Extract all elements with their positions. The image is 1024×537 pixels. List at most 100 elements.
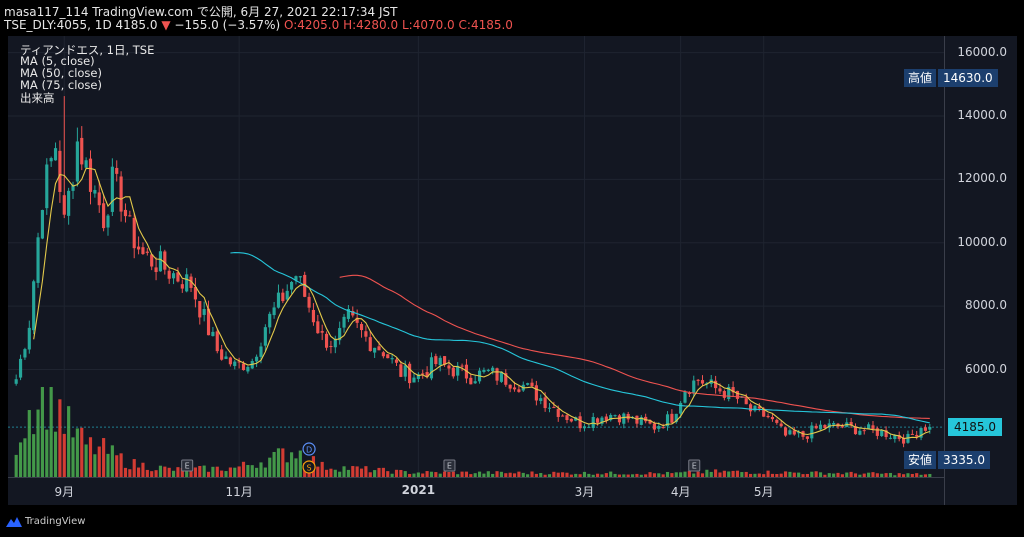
price-chart-svg[interactable]: DS E E E bbox=[8, 36, 944, 477]
volume-bar bbox=[705, 469, 709, 477]
volume-bar bbox=[609, 471, 613, 477]
candle-body bbox=[241, 363, 246, 371]
candle-body bbox=[565, 415, 569, 421]
earnings-letter: E bbox=[447, 462, 452, 471]
candle-body bbox=[792, 430, 796, 435]
dividend-marker: D bbox=[302, 442, 316, 456]
candle-body bbox=[272, 307, 276, 316]
legend-ma75[interactable]: MA (75, close) bbox=[20, 78, 102, 92]
volume-bar bbox=[902, 474, 906, 477]
candle-body bbox=[609, 415, 613, 421]
volume-bar bbox=[386, 471, 390, 477]
candle-body bbox=[333, 338, 337, 348]
candle-body bbox=[49, 158, 53, 162]
volume-bar bbox=[202, 465, 206, 477]
volume-bar bbox=[189, 467, 193, 477]
candle-body bbox=[115, 167, 119, 174]
candle-body bbox=[714, 380, 718, 389]
volume-bar bbox=[281, 448, 285, 477]
volume-bar bbox=[635, 473, 639, 477]
volume-bar bbox=[915, 473, 919, 477]
volume-bar bbox=[316, 466, 320, 477]
candle-body bbox=[281, 292, 285, 302]
candle-body bbox=[587, 426, 591, 428]
volume-bar bbox=[687, 470, 691, 477]
candle-body bbox=[373, 347, 377, 353]
tradingview-brand[interactable]: TradingView bbox=[25, 516, 86, 527]
volume-bar bbox=[679, 472, 683, 477]
price-tick-label: 16000.0 bbox=[957, 44, 1007, 59]
candle-body bbox=[137, 246, 141, 250]
volume-bar bbox=[394, 469, 399, 477]
volume-bar bbox=[565, 472, 569, 477]
candle-body bbox=[539, 398, 543, 401]
volume-bar bbox=[709, 471, 713, 477]
volume-bar bbox=[224, 471, 228, 477]
volume-bar bbox=[377, 467, 381, 477]
volume-bar bbox=[910, 473, 914, 477]
candle-body bbox=[766, 415, 770, 418]
candle-body bbox=[27, 327, 31, 350]
candle-body bbox=[674, 413, 678, 423]
candle-body bbox=[412, 377, 416, 383]
candle-body bbox=[447, 365, 451, 369]
volume-bar bbox=[727, 471, 731, 477]
candle-body bbox=[818, 424, 823, 430]
volume-bar bbox=[499, 471, 503, 477]
candle-body bbox=[862, 430, 866, 432]
candle-body bbox=[692, 380, 696, 393]
volume-bar bbox=[858, 474, 862, 477]
volume-bar bbox=[888, 472, 893, 477]
volume-bar bbox=[456, 474, 460, 477]
candle-body bbox=[84, 160, 88, 168]
candle-body bbox=[508, 384, 512, 389]
volume-bar bbox=[36, 409, 40, 477]
candle-body bbox=[394, 359, 399, 363]
legend-ma50[interactable]: MA (50, close) bbox=[20, 66, 102, 80]
candle-body bbox=[547, 407, 552, 409]
earnings-marker: E bbox=[181, 459, 194, 472]
volume-bar bbox=[320, 461, 324, 477]
close-value-header: C:4185.0 bbox=[458, 18, 513, 32]
volume-bar bbox=[757, 473, 761, 477]
legend-symbol[interactable]: ティアンドエス, 1日, TSE bbox=[20, 43, 155, 57]
volume-bar bbox=[906, 473, 910, 477]
volume-bar bbox=[692, 473, 696, 477]
candle-body bbox=[381, 352, 385, 357]
candle-body bbox=[198, 301, 202, 318]
legend-ma5[interactable]: MA (5, close) bbox=[20, 54, 95, 68]
volume-bar bbox=[596, 473, 600, 477]
volume-bar bbox=[665, 471, 670, 477]
candle-body bbox=[311, 309, 316, 323]
volume-bar bbox=[71, 437, 75, 477]
tradingview-logo-icon[interactable] bbox=[6, 517, 22, 527]
candle-body bbox=[902, 437, 906, 444]
volume-bar bbox=[211, 466, 215, 477]
volume-bar bbox=[198, 466, 202, 477]
candle-body bbox=[18, 358, 23, 378]
dividend-marker-circle bbox=[302, 442, 316, 456]
candle-body bbox=[45, 164, 49, 209]
time-axis[interactable]: 9月 11月 2021 3月 4月 5月 bbox=[8, 477, 944, 506]
price-tick-label: 6000.0 bbox=[965, 361, 1007, 376]
volume-bar bbox=[97, 446, 101, 477]
volume-bar bbox=[762, 474, 766, 477]
candle-body bbox=[67, 190, 71, 216]
candle-body bbox=[661, 427, 665, 429]
volume-bar bbox=[176, 467, 180, 477]
price-tick-label: 14000.0 bbox=[957, 108, 1007, 123]
candle-body bbox=[324, 333, 329, 348]
volume-bar bbox=[180, 467, 184, 477]
candle-body bbox=[110, 166, 114, 212]
volume-bar bbox=[862, 473, 866, 477]
volume-bar bbox=[408, 473, 412, 477]
volume-bar bbox=[102, 438, 106, 477]
legend-volume[interactable]: 出来高 bbox=[20, 91, 55, 105]
volume-bar bbox=[150, 471, 154, 477]
candle-body bbox=[875, 428, 879, 436]
volume-bar bbox=[788, 471, 792, 477]
volume-bar bbox=[18, 442, 23, 477]
ma75-line bbox=[339, 274, 930, 419]
candle-body bbox=[888, 437, 893, 439]
